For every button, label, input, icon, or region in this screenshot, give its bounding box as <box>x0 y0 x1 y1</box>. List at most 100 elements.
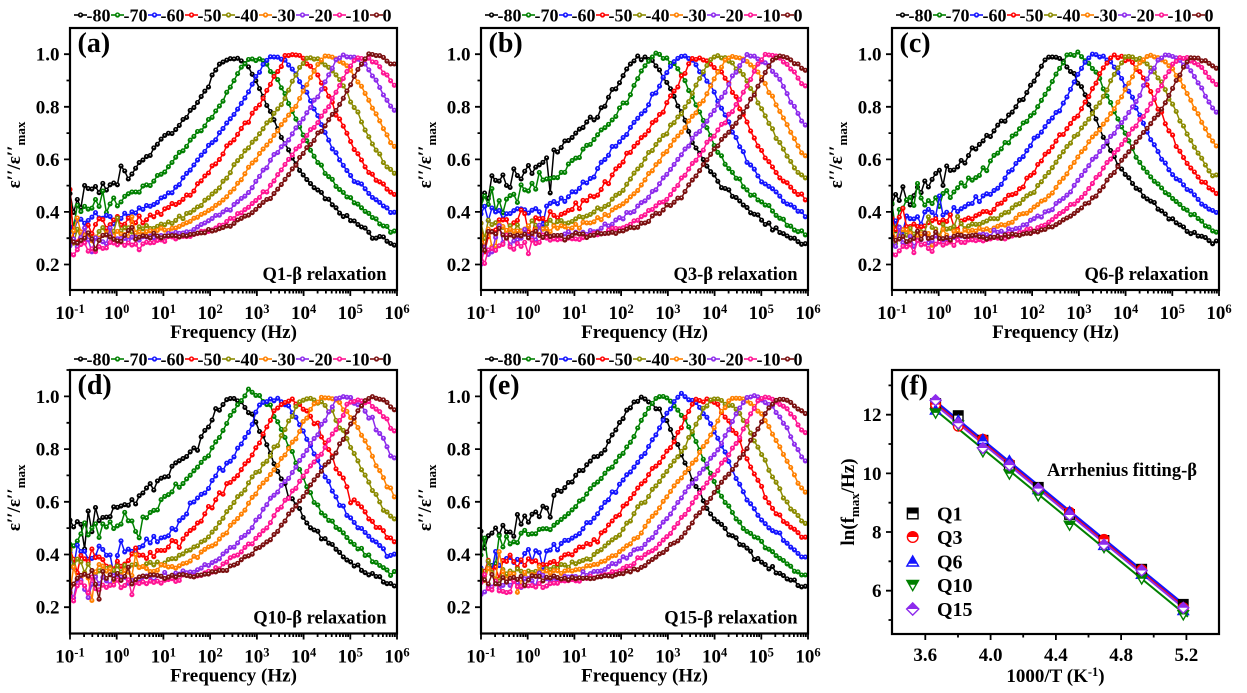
svg-text:ε′′/ε′′max: ε′′/ε′′max <box>415 464 439 531</box>
svg-text:1.0: 1.0 <box>447 45 471 66</box>
svg-text:(f): (f) <box>900 371 928 402</box>
svg-text:-60: -60 <box>572 6 596 26</box>
svg-text:102: 102 <box>1019 302 1044 324</box>
svg-text:-10: -10 <box>346 350 370 370</box>
svg-text:10-1: 10-1 <box>55 646 84 668</box>
svg-text:Q10: Q10 <box>937 575 973 597</box>
svg-text:-80: -80 <box>909 6 933 26</box>
svg-text:105: 105 <box>1160 302 1185 324</box>
svg-text:0.8: 0.8 <box>36 97 60 118</box>
svg-text:102: 102 <box>197 302 222 324</box>
svg-text:-40: -40 <box>1057 6 1081 26</box>
svg-text:-80: -80 <box>87 6 111 26</box>
svg-text:Q3-β relaxation: Q3-β relaxation <box>674 265 799 285</box>
svg-text:106: 106 <box>384 646 409 668</box>
svg-text:8: 8 <box>872 523 882 544</box>
svg-text:Q6-β relaxation: Q6-β relaxation <box>1085 265 1210 285</box>
svg-text:103: 103 <box>655 646 680 668</box>
svg-text:Frequency (Hz): Frequency (Hz) <box>170 322 297 343</box>
svg-text:103: 103 <box>244 646 269 668</box>
svg-text:-80: -80 <box>498 6 522 26</box>
svg-text:106: 106 <box>384 302 409 324</box>
svg-text:104: 104 <box>702 302 728 324</box>
svg-text:Q10-β relaxation: Q10-β relaxation <box>253 609 387 629</box>
svg-text:-20: -20 <box>720 6 744 26</box>
svg-text:0.4: 0.4 <box>447 202 471 223</box>
svg-text:-40: -40 <box>235 6 259 26</box>
svg-text:0.6: 0.6 <box>36 492 60 513</box>
svg-text:100: 100 <box>515 646 540 668</box>
svg-text:(d): (d) <box>78 370 112 401</box>
svg-text:Q1: Q1 <box>937 504 963 526</box>
svg-text:0.4: 0.4 <box>36 202 60 223</box>
svg-text:-20: -20 <box>720 350 744 370</box>
svg-text:103: 103 <box>244 302 269 324</box>
svg-text:1.0: 1.0 <box>36 387 60 408</box>
svg-text:-70: -70 <box>946 6 970 26</box>
svg-text:-30: -30 <box>683 6 707 26</box>
svg-text:0.6: 0.6 <box>447 492 471 513</box>
svg-text:0.4: 0.4 <box>447 545 471 566</box>
svg-text:103: 103 <box>1066 302 1091 324</box>
svg-text:-50: -50 <box>1020 6 1044 26</box>
svg-text:-70: -70 <box>124 350 148 370</box>
svg-text:0.2: 0.2 <box>36 598 60 619</box>
svg-text:-60: -60 <box>572 350 596 370</box>
svg-text:101: 101 <box>562 302 587 324</box>
svg-text:-50: -50 <box>609 350 633 370</box>
svg-text:1.0: 1.0 <box>36 45 60 66</box>
svg-text:0.8: 0.8 <box>447 440 471 461</box>
svg-text:102: 102 <box>608 302 633 324</box>
svg-text:0.6: 0.6 <box>447 150 471 171</box>
svg-text:1000/T (K-1): 1000/T (K-1) <box>1006 665 1104 687</box>
svg-text:105: 105 <box>338 646 363 668</box>
svg-text:-80: -80 <box>498 350 522 370</box>
svg-text:100: 100 <box>926 302 951 324</box>
svg-text:1.0: 1.0 <box>858 45 882 66</box>
svg-text:-10: -10 <box>1168 6 1192 26</box>
svg-text:100: 100 <box>104 302 129 324</box>
svg-text:0.2: 0.2 <box>36 255 60 276</box>
svg-text:-30: -30 <box>1094 6 1118 26</box>
svg-text:10-1: 10-1 <box>55 302 84 324</box>
svg-text:-60: -60 <box>161 6 185 26</box>
svg-text:10-1: 10-1 <box>466 302 495 324</box>
svg-text:102: 102 <box>197 646 222 668</box>
svg-text:-60: -60 <box>161 350 185 370</box>
svg-text:6: 6 <box>872 581 882 602</box>
svg-text:Frequency (Hz): Frequency (Hz) <box>581 322 708 343</box>
svg-text:104: 104 <box>702 646 728 668</box>
svg-text:10-1: 10-1 <box>466 646 495 668</box>
svg-text:-50: -50 <box>198 6 222 26</box>
svg-text:(a): (a) <box>78 28 111 59</box>
svg-text:0.4: 0.4 <box>858 202 882 223</box>
svg-text:0.6: 0.6 <box>858 150 882 171</box>
svg-text:Q1-β relaxation: Q1-β relaxation <box>263 265 388 285</box>
svg-text:(c): (c) <box>900 28 931 59</box>
svg-text:-40: -40 <box>235 350 259 370</box>
svg-text:0.2: 0.2 <box>858 255 882 276</box>
svg-text:Arrhenius fitting-β: Arrhenius fitting-β <box>1047 461 1197 481</box>
svg-text:0.4: 0.4 <box>36 545 60 566</box>
svg-text:(b): (b) <box>489 28 523 59</box>
svg-text:Frequency (Hz): Frequency (Hz) <box>170 666 297 687</box>
svg-text:0.2: 0.2 <box>447 255 471 276</box>
svg-text:ε′′/ε′′max: ε′′/ε′′max <box>4 464 28 531</box>
svg-text:4.8: 4.8 <box>1109 645 1133 666</box>
svg-text:-10: -10 <box>346 6 370 26</box>
svg-text:103: 103 <box>655 302 680 324</box>
svg-text:-30: -30 <box>683 350 707 370</box>
svg-text:-40: -40 <box>646 6 670 26</box>
svg-text:0: 0 <box>794 350 803 370</box>
svg-text:105: 105 <box>749 302 774 324</box>
svg-text:-70: -70 <box>535 350 559 370</box>
svg-text:101: 101 <box>562 646 587 668</box>
svg-text:0.2: 0.2 <box>447 598 471 619</box>
svg-text:100: 100 <box>104 646 129 668</box>
svg-text:-30: -30 <box>272 350 296 370</box>
svg-text:-50: -50 <box>609 6 633 26</box>
svg-text:10: 10 <box>863 464 882 485</box>
svg-text:-50: -50 <box>198 350 222 370</box>
svg-text:Frequency (Hz): Frequency (Hz) <box>581 666 708 687</box>
svg-text:Q6: Q6 <box>937 552 963 574</box>
